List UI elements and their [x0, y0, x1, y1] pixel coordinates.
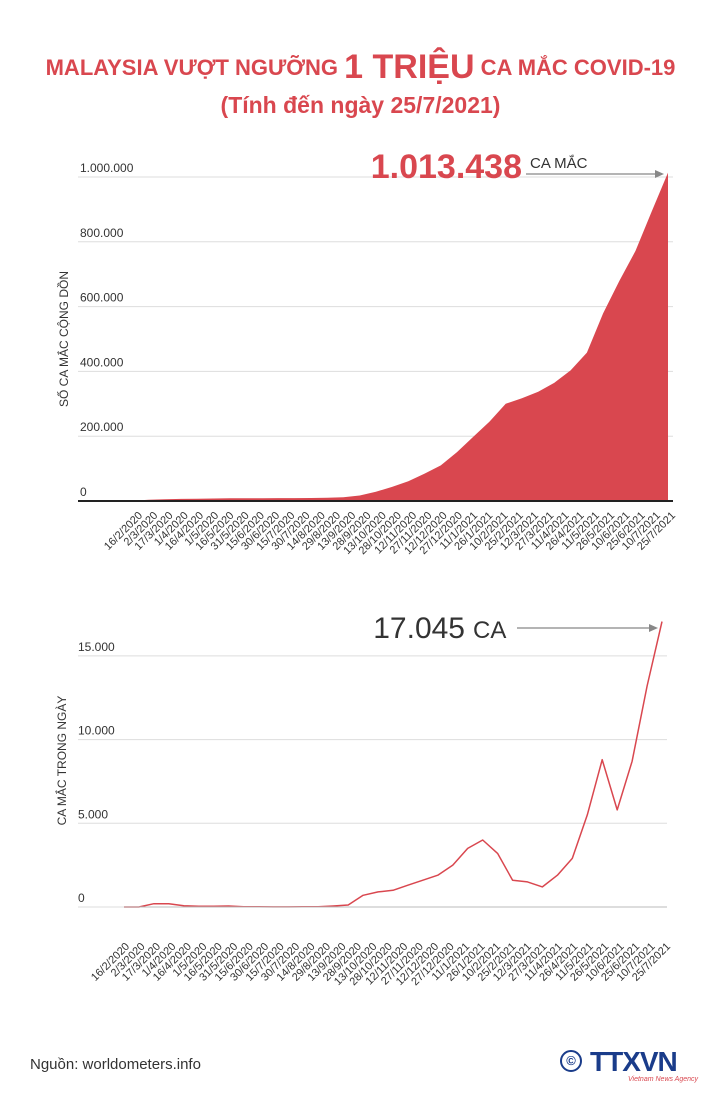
y-tick-label: 10.000 [78, 724, 115, 738]
y-tick-label: 5.000 [78, 807, 108, 821]
copyright-icon: © [560, 1050, 582, 1072]
y-axis-label: SỐ CA MẮC CỘNG DỒN [56, 271, 71, 407]
ttxvn-logo: © TTXVN Vietnam News Agency [560, 1046, 700, 1086]
annotation-arrowhead [649, 624, 658, 632]
chart-title: MALAYSIA VƯỢT NGƯỠNG 1 TRIỆU CA MẮC COVI… [0, 48, 721, 87]
title-highlight: 1 TRIỆU [344, 48, 475, 86]
annotation-label: CA [473, 617, 506, 644]
source-note: Nguồn: worldometers.info [30, 1056, 201, 1073]
y-tick-label: 15.000 [78, 640, 115, 654]
annotation-label: CA MẮC [530, 154, 588, 172]
title-part-2: CA MẮC COVID-19 [474, 55, 676, 80]
cumulative-cases-chart: 0 200.000 400.000 600.000 800.000 1.000.000 SỐ… [56, 148, 678, 557]
annotation-value: 1.013.438 [371, 148, 522, 186]
y-tick-label: 800.000 [80, 226, 124, 240]
logo-text: TTXVN [590, 1046, 678, 1077]
series-area [100, 172, 668, 501]
title-part-1: MALAYSIA VƯỢT NGƯỠNG [45, 55, 345, 80]
y-tick-label: 200.000 [80, 420, 124, 434]
annotation-arrowhead [655, 170, 664, 178]
y-tick-label: 0 [78, 891, 85, 905]
y-tick-label: 600.000 [80, 291, 124, 305]
y-tick-label: 0 [80, 485, 87, 499]
y-tick-label: 1.000.000 [80, 161, 134, 175]
y-axis-label: CA MẮC TRONG NGÀY [54, 696, 69, 826]
annotation-value: 17.045 [373, 612, 465, 645]
series-line [124, 621, 663, 908]
chart-subtitle: (Tính đến ngày 25/7/2021) [220, 92, 501, 118]
y-tick-label: 400.000 [80, 355, 124, 369]
logo-subtext: Vietnam News Agency [628, 1076, 699, 1083]
